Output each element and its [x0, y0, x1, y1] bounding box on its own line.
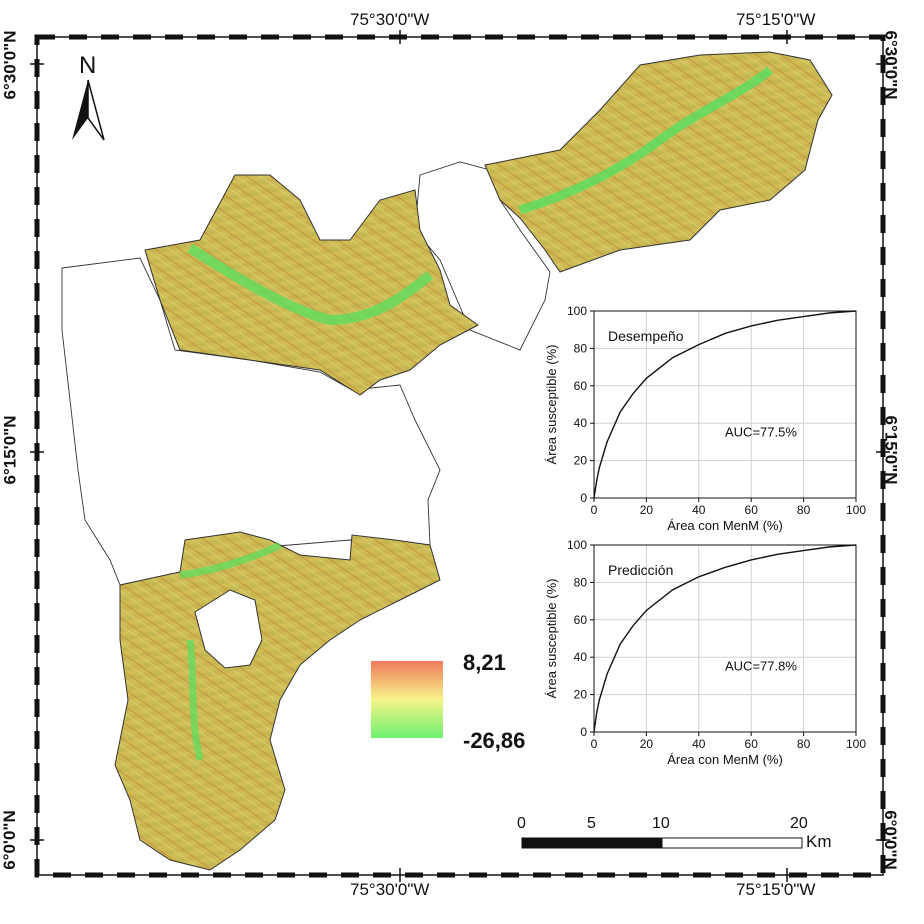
x-tick-label: 20	[640, 503, 654, 517]
legend-color-ramp	[371, 661, 443, 738]
river-northeast	[518, 66, 773, 215]
y-tick-label: 40	[574, 416, 588, 430]
top-longitude-label-1: 75°30'0"W	[350, 10, 430, 29]
y-tick-label: 40	[574, 650, 588, 664]
plot-area	[594, 311, 856, 498]
river-northcentral	[187, 243, 434, 326]
y-tick-label: 60	[574, 379, 588, 393]
plot-frame	[593, 310, 857, 499]
x-axis-label: Área con MenM (%)	[667, 518, 783, 533]
y-axis-label: Área susceptible (%)	[544, 579, 559, 699]
scale-unit: Km	[806, 832, 832, 851]
roc-chart-desempeno: 0 20 40 60 80 100 0 20 40 60 80 100 Desempeño AUC=77.…	[544, 304, 866, 533]
plot-frame	[593, 544, 857, 733]
scale-tick-5: 5	[587, 815, 596, 832]
scale-bar	[521, 837, 803, 849]
municipality-outline-east	[414, 161, 551, 351]
map-frame-dashes	[34, 34, 886, 878]
enclave-white	[194, 589, 263, 669]
y-tick-label: 20	[574, 454, 588, 468]
river-south	[179, 541, 282, 761]
y-tick-label: 0	[580, 491, 587, 505]
y-tick-label: 100	[567, 304, 587, 318]
graticule-ticks	[30, 30, 890, 882]
auc-annotation: AUC=77.5%	[725, 424, 797, 439]
x-tick-label: 60	[745, 737, 759, 751]
roc-curve	[593, 310, 857, 499]
north-label: N	[79, 52, 97, 79]
region-northcentral	[144, 174, 479, 396]
top-longitude-label-2: 75°15'0"W	[736, 10, 816, 29]
x-tick-label: 100	[846, 737, 866, 751]
y-tick-label: 80	[574, 575, 588, 589]
legend-max-value: 8,21	[463, 650, 506, 675]
y-axis-label: Área susceptible (%)	[544, 345, 559, 465]
y-tick-label: 80	[574, 341, 588, 355]
x-tick-label: 80	[797, 737, 811, 751]
plot-area	[594, 545, 856, 732]
scale-tick-0: 0	[517, 815, 526, 832]
y-tick-label: 0	[580, 725, 587, 739]
scale-tick-20: 20	[790, 815, 808, 832]
scale-tick-10: 10	[652, 815, 670, 832]
x-tick-label: 100	[846, 503, 866, 517]
bottom-longitude-label-1: 75°30'0"W	[350, 880, 430, 899]
auc-annotation: AUC=77.8%	[725, 658, 797, 673]
chart-title: Desempeño	[608, 328, 684, 344]
roc-chart-prediccion: 0 20 40 60 80 100 0 20 40 60 80 100 Predicción AUC=77…	[544, 538, 866, 767]
bottom-longitude-label-2: 75°15'0"W	[736, 880, 816, 899]
x-tick-label: 40	[692, 503, 706, 517]
x-tick-label: 0	[591, 737, 598, 751]
y-tick-label: 20	[574, 688, 588, 702]
x-axis-label: Área con MenM (%)	[667, 752, 783, 767]
x-tick-label: 80	[797, 503, 811, 517]
legend-min-value: -26,86	[463, 728, 526, 753]
x-tick-label: 20	[640, 737, 654, 751]
north-arrow-icon	[72, 79, 105, 141]
x-tick-label: 40	[692, 737, 706, 751]
y-tick-label: 60	[574, 613, 588, 627]
y-tick-label: 100	[567, 538, 587, 552]
roc-curve	[593, 544, 857, 733]
chart-title: Predicción	[608, 562, 673, 578]
x-tick-label: 60	[745, 503, 759, 517]
region-northeast	[484, 51, 833, 273]
x-tick-label: 0	[591, 503, 598, 517]
